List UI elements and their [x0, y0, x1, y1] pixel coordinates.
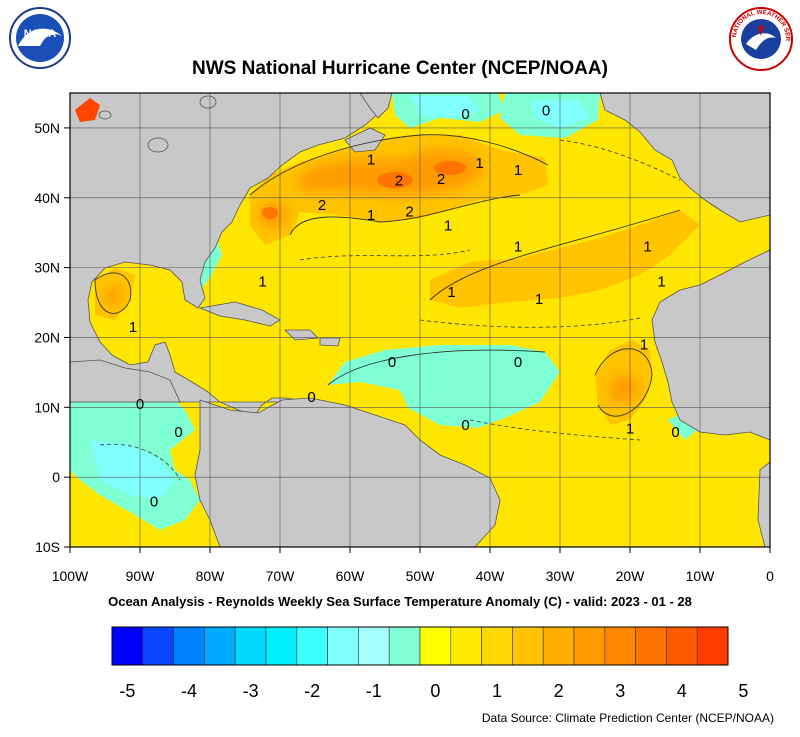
lon-tick-label: 60W [336, 568, 366, 584]
legend-swatch [696, 626, 729, 666]
legend-swatch [512, 626, 544, 666]
page-title: NWS National Hurricane Center (NCEP/NOAA… [192, 58, 608, 79]
legend-label: 1 [492, 681, 502, 701]
legend-swatch [481, 626, 513, 666]
contour-label: 1 [447, 284, 455, 301]
color-legend: -5 -4 -3 -2 -1 0 1 2 3 4 5 [111, 626, 748, 701]
contour-label: 0 [514, 354, 522, 371]
data-source-note: Data Source: Climate Prediction Center (… [481, 711, 774, 725]
legend-swatch [358, 626, 390, 666]
lat-tick-label: 10N [34, 399, 60, 415]
lon-tick-label: 10W [686, 568, 716, 584]
dashed-contour-lines [99, 139, 681, 481]
contour-label: 0 [307, 389, 315, 406]
longitude-axis: 100W 90W 80W 70W 60W 50W 40W 30W 20W 10W 0 [52, 547, 774, 584]
legend-swatch [604, 626, 636, 666]
contour-label: 1 [514, 162, 522, 179]
contour-label: 2 [318, 197, 326, 214]
lon-tick-label: 100W [52, 568, 89, 584]
lat-tick-label: 50N [34, 120, 60, 136]
contour-label: 1 [640, 336, 648, 353]
legend-swatch [388, 626, 421, 666]
legend-label: -4 [181, 681, 197, 701]
legend-label: -2 [304, 681, 320, 701]
contour-label: 2 [395, 172, 403, 189]
contour-label: 1 [367, 207, 375, 224]
legend-swatch [204, 626, 236, 666]
contour-label: 1 [444, 218, 452, 235]
legend-swatch [296, 626, 328, 666]
legend-swatch [542, 626, 575, 666]
lat-tick-label: 10S [35, 539, 60, 555]
contour-label: 0 [388, 354, 396, 371]
svg-text:NOAA: NOAA [24, 28, 56, 40]
contour-label: 1 [535, 291, 543, 308]
legend-swatch [111, 626, 144, 666]
contour-label: 0 [671, 424, 679, 441]
contour-label: 0 [542, 102, 550, 119]
legend-label: 2 [554, 681, 564, 701]
lat-tick-label: 0 [52, 469, 60, 485]
legend-label: 5 [738, 681, 748, 701]
nws-logo-icon: NATIONAL WEATHER SERVICE [726, 1, 794, 72]
warm-lake-patches [75, 98, 100, 122]
graticule [70, 93, 770, 547]
lat-tick-label: 30N [34, 260, 60, 276]
legend-label: 3 [615, 681, 625, 701]
legend-label: -3 [243, 681, 259, 701]
contour-label: 1 [129, 319, 137, 336]
lon-tick-label: 50W [406, 568, 436, 584]
legend-frame [111, 626, 729, 666]
contour-label: 1 [657, 274, 665, 291]
legend-swatch [450, 626, 482, 666]
contour-label: 1 [367, 151, 375, 168]
small-islands [98, 95, 217, 153]
contour-label: 1 [514, 239, 522, 256]
legend-label: 4 [677, 681, 687, 701]
lon-tick-label: 40W [476, 568, 506, 584]
contour-label: 1 [475, 155, 483, 172]
lon-tick-label: 90W [126, 568, 156, 584]
lat-tick-label: 20N [34, 329, 60, 345]
lon-tick-label: 30W [546, 568, 576, 584]
lon-tick-label: 0 [766, 568, 774, 584]
lon-tick-label: 80W [196, 568, 226, 584]
lon-tick-label: 20W [616, 568, 646, 584]
legend-swatch [265, 626, 298, 666]
contour-label: 1 [626, 420, 634, 437]
legend-swatch [573, 626, 606, 666]
legend-label: -1 [366, 681, 382, 701]
hot-anomaly-spots [262, 161, 466, 219]
lat-tick-label: 40N [34, 190, 60, 206]
contour-label: 0 [136, 396, 144, 413]
legend-label: 0 [430, 681, 440, 701]
contour-label: 2 [405, 204, 413, 221]
legend-swatch [327, 626, 359, 666]
land-masses [70, 93, 770, 547]
contour-label: 1 [258, 274, 266, 291]
legend-swatch [419, 626, 452, 666]
noaa-logo-icon: NOAA [8, 6, 72, 70]
contour-label: 0 [174, 424, 182, 441]
legend-swatch [142, 626, 174, 666]
legend-swatch [666, 626, 698, 666]
contour-label: 0 [461, 106, 469, 123]
map-subtitle: Ocean Analysis - Reynolds Weekly Sea Sur… [108, 594, 692, 609]
legend-swatch [234, 626, 267, 666]
contour-label: 2 [437, 171, 445, 188]
legend-label: -5 [119, 681, 135, 701]
legend-swatch [173, 626, 205, 666]
contour-label: 0 [461, 417, 469, 434]
lon-tick-label: 70W [266, 568, 296, 584]
contour-label: 1 [643, 239, 651, 256]
legend-swatch [635, 626, 667, 666]
latitude-axis: 50N 40N 30N 20N 10N 0 10S [34, 120, 70, 555]
contour-label: 0 [150, 494, 158, 511]
